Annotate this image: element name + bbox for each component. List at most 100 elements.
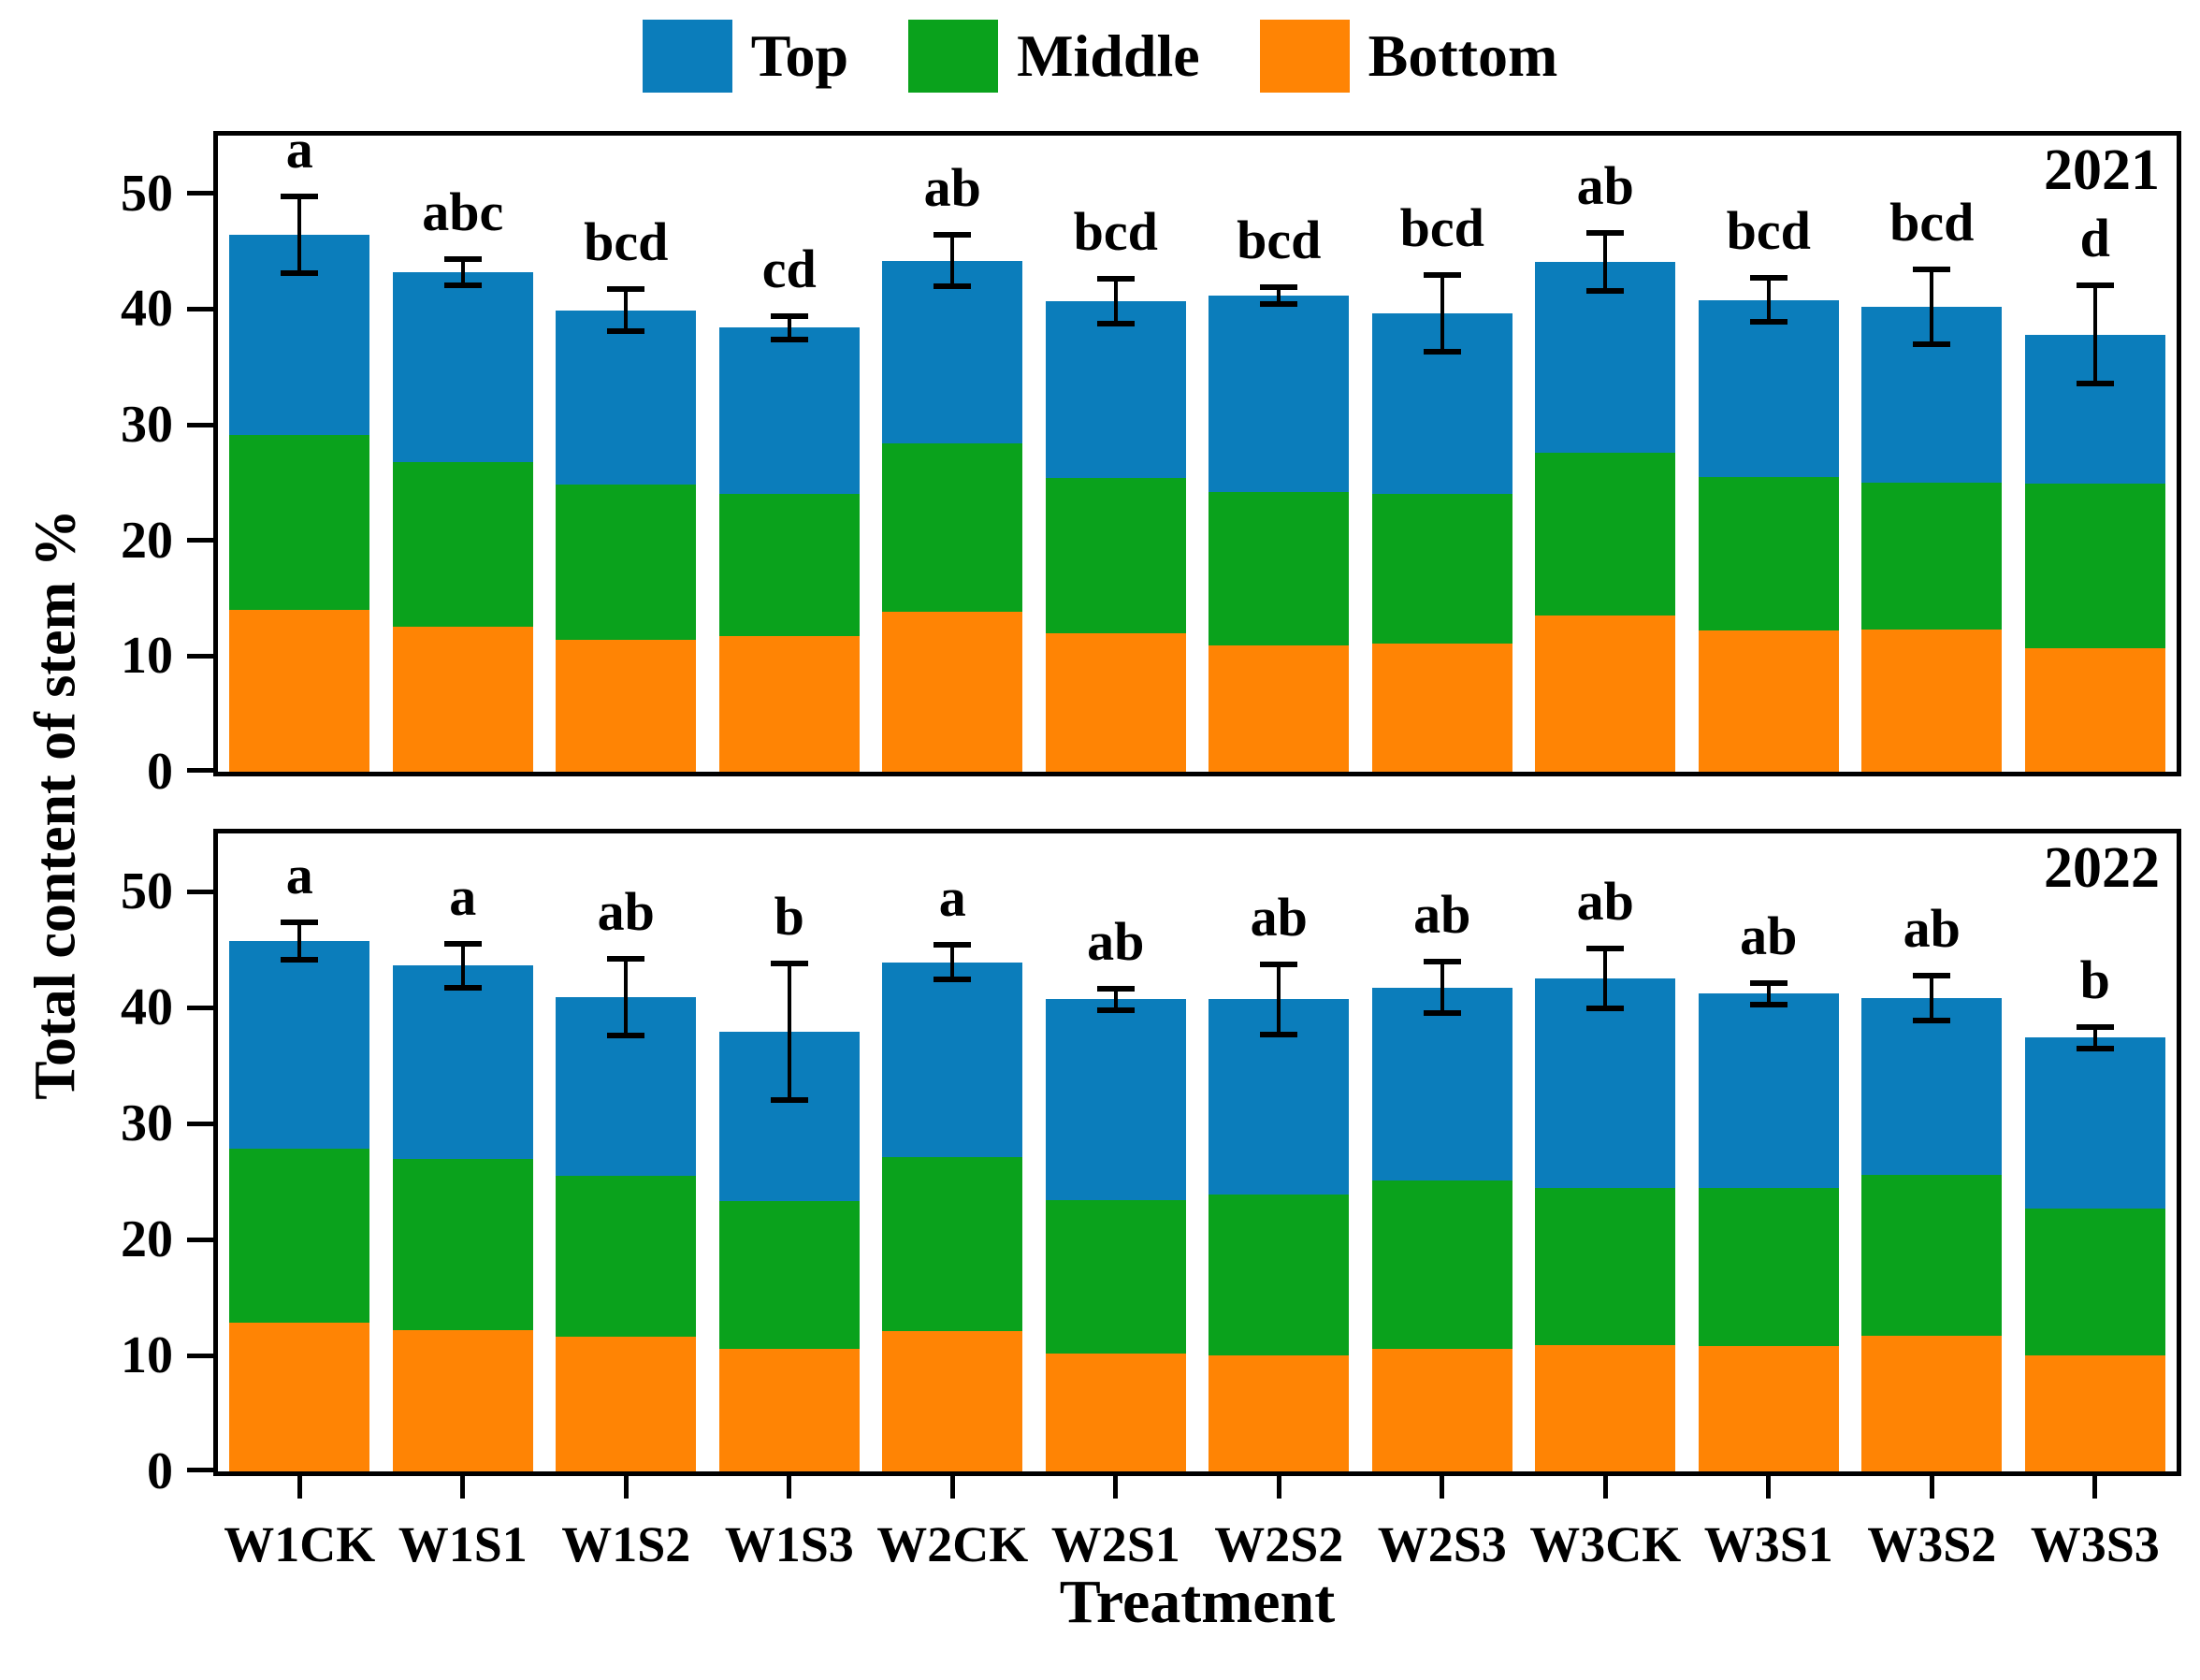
error-bar-W1S2 [624,288,629,333]
error-bar-cap-bottom [1586,287,1625,294]
y-tick-label: 0 [147,1442,173,1500]
bar-segment-top-W1S1 [392,965,533,1160]
sig-letter-W2S3: bcd [1399,197,1484,259]
y-tick-label: 50 [121,862,173,920]
error-bar-cap-bottom [1260,300,1298,307]
legend-label-top: Top [750,22,849,89]
bar-segment-bottom-W3CK [1535,616,1676,772]
x-tick [1602,1476,1608,1499]
y-tick [187,306,213,311]
error-bar-W1S2 [624,957,629,1036]
bar-segment-bottom-W1S2 [556,640,697,772]
sig-letter-W3CK: ab [1576,870,1634,932]
bar-segment-middle-W1S3 [718,1201,860,1349]
x-tick [2092,1476,2098,1499]
error-bar-cap-top [1586,229,1625,236]
error-bar-cap-top [934,232,972,239]
sig-letter-W1S2: bcd [584,211,669,273]
error-bar-W1CK [297,196,302,275]
error-bar-cap-top [770,960,808,966]
y-tick [187,191,213,196]
error-bar-W2CK [950,234,955,287]
error-bar-W1S3 [787,314,791,340]
error-bar-cap-top [607,955,645,962]
bar-segment-bottom-W3S2 [1861,1335,2003,1471]
bar-segment-top-W2CK [882,260,1023,443]
error-bar-W2S3 [1440,274,1444,354]
bar-segment-bottom-W2S1 [1045,632,1186,772]
bar-segment-bottom-W1S1 [392,627,533,772]
bar-segment-bottom-W1CK [229,609,370,772]
sig-letter-W2CK: a [938,866,966,928]
sig-letter-W1S2: ab [597,880,655,942]
bar-segment-middle-W3S1 [1698,476,1839,631]
x-tick-label-W3S1: W3S1 [1703,1516,1833,1572]
legend-swatch-bottom-icon [1259,20,1350,93]
bar-segment-bottom-W2S2 [1209,1355,1350,1471]
legend-item-middle: Middle [908,20,1200,93]
bar-segment-top-W1CK [229,941,370,1150]
bar-segment-bottom-W3S1 [1698,1346,1839,1471]
x-tick-label-W2S2: W2S2 [1214,1516,1344,1572]
error-bar-cap-bottom [607,328,645,335]
y-tick [187,1467,213,1472]
bar-segment-middle-W1CK [229,1149,370,1324]
error-bar-W1CK [297,921,302,962]
bar-segment-middle-W1S3 [718,494,860,637]
bar-segment-middle-W1CK [229,435,370,610]
bar-segment-middle-W1S2 [556,1175,697,1338]
error-bar-cap-bottom [1096,1007,1135,1013]
error-bar-W1S1 [460,258,465,286]
x-tick [1929,1476,1934,1499]
legend-swatch-top-icon [642,20,732,93]
bar-segment-top-W3S1 [1698,299,1839,477]
bar-segment-bottom-W1S3 [718,1348,860,1471]
panel-year-label-2022: 2022 [2044,836,2160,900]
error-bar-cap-bottom [281,270,319,277]
bar-segment-middle-W3S2 [1861,482,2003,630]
error-bar-cap-bottom [1260,1031,1298,1037]
y-tick [187,1353,213,1358]
bar-segment-bottom-W3CK [1535,1344,1676,1471]
error-bar-cap-top [2076,282,2114,289]
y-tick [187,653,213,659]
y-tick [187,889,213,894]
sig-letter-W2CK: ab [923,157,981,219]
bar-segment-middle-W2S3 [1371,1180,1512,1349]
error-bar-W2S1 [1113,987,1118,1011]
sig-letter-W3S2: ab [1903,898,1961,960]
error-bar-W2S2 [1277,285,1281,305]
sig-letter-W2S2: bcd [1237,209,1322,270]
error-bar-cap-bottom [2076,380,2114,386]
legend-swatch-middle-icon [908,20,999,93]
bar-segment-middle-W3S3 [2024,1208,2165,1355]
error-bar-cap-top [1423,959,1461,965]
x-tick-label-W2CK: W2CK [876,1516,1029,1572]
bar-segment-middle-W2S2 [1209,491,1350,646]
y-tick-label: 20 [121,1210,173,1268]
error-bar-cap-bottom [934,282,972,289]
sig-letter-W1CK: a [285,119,313,181]
error-bar-cap-top [1586,945,1625,951]
error-bar-cap-bottom [934,977,972,983]
error-bar-W1S1 [460,942,465,990]
x-tick-label-W1S1: W1S1 [398,1516,528,1572]
sig-letter-W3S1: ab [1740,905,1798,966]
sig-letter-W1S3: b [774,885,804,947]
bar-segment-middle-W3S2 [1861,1174,2003,1336]
x-tick-label-W2S1: W2S1 [1050,1516,1180,1572]
error-bar-cap-bottom [607,1033,645,1038]
error-bar-cap-top [281,194,319,200]
sig-letter-W1S3: cd [761,238,817,299]
legend-item-bottom: Bottom [1259,20,1557,93]
bar-segment-top-W2S1 [1045,300,1186,478]
bar-segment-bottom-W1S3 [718,636,860,772]
error-bar-cap-bottom [1096,320,1135,326]
error-bar-W3CK [1603,947,1608,1010]
error-bar-cap-top [2076,1023,2114,1030]
bar-segment-middle-W2S2 [1209,1194,1350,1355]
error-bar-cap-bottom [1749,319,1788,326]
bar-segment-bottom-W3S3 [2024,647,2165,772]
error-bar-cap-top [1749,979,1788,986]
